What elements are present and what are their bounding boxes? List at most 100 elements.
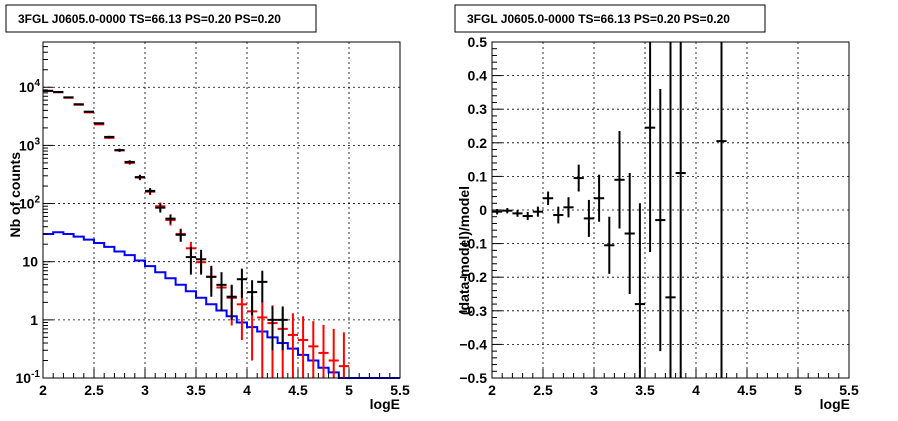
y-tick-label: 0 xyxy=(479,202,487,218)
data-point xyxy=(236,290,247,341)
data-point xyxy=(573,164,584,192)
data-point xyxy=(287,313,298,378)
y-tick-label: 0.4 xyxy=(468,68,488,84)
x-tick-label: 5 xyxy=(794,382,802,398)
y-tick-label: 10 xyxy=(22,254,38,270)
left-gridlines xyxy=(43,42,400,378)
data-point xyxy=(543,191,554,205)
data-point xyxy=(502,207,513,214)
data-point xyxy=(83,110,94,113)
data-point xyxy=(318,324,329,378)
y-tick-label: 0.5 xyxy=(468,34,488,50)
right-axes: 2 2.5 3 3.5 4 4.5 5 5.5 −0.5 −0.4 −0.3 −0.2 −0.1 0 0.1… xyxy=(459,34,859,398)
counts-panel: 3FGL J0605.0-0000 TS=66.13 PS=0.20 PS=0.… xyxy=(5,4,410,412)
data-point xyxy=(553,206,564,224)
x-tick-label: 4 xyxy=(692,382,700,398)
x-tick-label: 5 xyxy=(345,382,353,398)
right-marks xyxy=(492,42,727,378)
data-point xyxy=(614,131,625,229)
model-step-line xyxy=(43,231,400,379)
data-point xyxy=(267,306,278,351)
data-point xyxy=(655,89,666,352)
data-point xyxy=(328,328,339,378)
data-point xyxy=(257,270,268,303)
x-tick-label: 5.5 xyxy=(839,382,859,398)
data-point xyxy=(165,214,176,224)
y-tick-label: 0.3 xyxy=(468,101,488,117)
data-point xyxy=(247,280,258,316)
x-tick-label: 4 xyxy=(243,382,251,398)
right-y-axis-title: (data-model)/model xyxy=(456,186,472,315)
data-point xyxy=(277,306,288,351)
data-point xyxy=(665,42,676,378)
data-point xyxy=(604,216,615,274)
x-tick-label: 5.5 xyxy=(390,382,410,398)
x-tick-label: 2 xyxy=(39,382,47,398)
data-point xyxy=(175,229,186,242)
data-point xyxy=(114,148,125,152)
data-point xyxy=(298,316,309,378)
y-tick-label: −0.1 xyxy=(459,236,487,252)
data-point xyxy=(43,89,54,92)
data-point xyxy=(675,42,686,378)
left-x-axis-title: logE xyxy=(370,396,400,412)
data-point xyxy=(185,246,196,275)
data-point xyxy=(73,103,84,106)
data-point xyxy=(104,135,115,139)
x-tick-label: 2 xyxy=(488,382,496,398)
y-tick-label: 104 xyxy=(19,78,41,95)
left-marks xyxy=(43,89,400,379)
y-tick-label: −0.2 xyxy=(459,269,487,285)
left-plot-frame xyxy=(42,41,401,379)
data-point xyxy=(522,212,533,221)
y-tick-label: 0.1 xyxy=(468,168,488,184)
right-chart-title: 3FGL J0605.0-0000 TS=66.13 PS=0.20 PS=0.… xyxy=(467,12,730,26)
data-point xyxy=(645,42,656,252)
left-chart-title: 3FGL J0605.0-0000 TS=66.13 PS=0.20 PS=0.… xyxy=(18,12,281,26)
data-point xyxy=(716,42,727,378)
y-tick-label: 0.2 xyxy=(468,135,488,151)
data-point xyxy=(308,321,319,378)
data-point xyxy=(257,300,268,378)
x-tick-label: 4.5 xyxy=(288,382,308,398)
data-point xyxy=(532,206,543,217)
data-point xyxy=(512,210,523,217)
y-tick-label: 1 xyxy=(30,312,38,328)
data-point xyxy=(634,203,645,378)
data-point xyxy=(196,249,207,275)
left-title-box xyxy=(5,4,317,33)
y-tick-label: −0.3 xyxy=(459,303,487,319)
left-y-axis-title: Nb of counts xyxy=(7,152,23,238)
data-point xyxy=(206,265,217,297)
right-title-box xyxy=(454,4,766,33)
data-point xyxy=(624,173,635,294)
x-tick-label: 2.5 xyxy=(533,382,553,398)
data-point xyxy=(145,188,156,195)
y-tick-label: −0.5 xyxy=(459,370,487,386)
data-point xyxy=(124,160,135,164)
data-point xyxy=(53,90,64,93)
data-point xyxy=(63,96,74,99)
data-point xyxy=(216,272,227,312)
x-tick-label: 3.5 xyxy=(186,382,206,398)
y-tick-label: −0.4 xyxy=(459,336,487,352)
data-point xyxy=(338,332,349,378)
right-x-axis-title: logE xyxy=(820,396,850,412)
data-point xyxy=(594,174,605,222)
data-point xyxy=(155,203,166,213)
x-tick-label: 4.5 xyxy=(737,382,757,398)
y-tick-label: 10-1 xyxy=(16,369,41,386)
data-point xyxy=(94,122,105,125)
y-tick-label: 103 xyxy=(19,136,41,153)
x-tick-label: 3 xyxy=(590,382,598,398)
x-tick-label: 2.5 xyxy=(84,382,104,398)
x-tick-label: 3 xyxy=(141,382,149,398)
right-gridlines xyxy=(492,42,849,378)
data-point xyxy=(134,174,145,180)
data-point xyxy=(563,197,574,218)
data-point xyxy=(226,284,237,320)
residuals-panel: 3FGL J0605.0-0000 TS=66.13 PS=0.20 PS=0.… xyxy=(454,4,859,412)
x-tick-label: 3.5 xyxy=(635,382,655,398)
